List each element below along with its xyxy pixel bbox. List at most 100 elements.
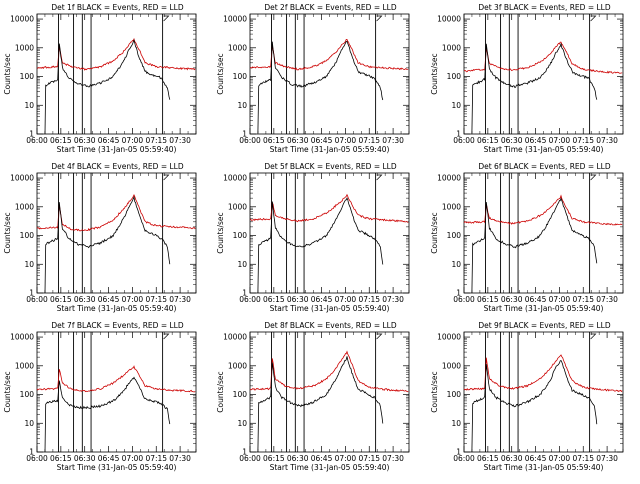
x-axis-label: Start Time (31-Jan-05 05:59:40)	[57, 304, 177, 313]
y-tick-label: 10	[24, 260, 34, 269]
y-axis-label: Counts/sec	[3, 53, 12, 94]
y-tick-label: 1	[456, 130, 461, 139]
x-tick-label: 06:00	[239, 454, 261, 463]
x-tick-label: 07:30	[169, 454, 191, 463]
y-tick-label: 1000	[15, 202, 34, 211]
x-tick-label: 06:00	[453, 454, 475, 463]
x-tick-label: 06:30	[287, 136, 309, 145]
y-tick-label: 10000	[437, 15, 461, 24]
plot-frame	[249, 172, 410, 294]
x-tick-label: 07:30	[382, 136, 404, 145]
lld-series-line	[36, 37, 196, 71]
y-tick-label: 1000	[442, 43, 461, 52]
x-tick-label: 07:00	[549, 136, 571, 145]
panel-title: Det 1f BLACK = Events, RED = LLD	[51, 3, 184, 12]
x-axis-label: Start Time (31-Jan-05 05:59:40)	[270, 304, 390, 313]
marker-bracket	[590, 333, 597, 340]
x-tick-label: 06:45	[311, 454, 333, 463]
panel-title: Det 7f BLACK = Events, RED = LLD	[51, 321, 184, 330]
y-axis-label: Counts/sec	[430, 212, 439, 253]
panel-det-1: Det 1f BLACK = Events, RED = LLD 1 10 100 10…	[3, 3, 197, 154]
panel-det-3: Det 3f BLACK = Events, RED = LLD 1 10 100 10…	[430, 3, 624, 154]
y-tick-label: 10000	[223, 333, 247, 342]
panel-det-7: Det 7f BLACK = Events, RED = LLD 1 10 100 10…	[3, 321, 197, 472]
x-tick-label: 06:30	[501, 295, 523, 304]
x-tick-label: 07:30	[382, 454, 404, 463]
x-tick-label: 06:30	[501, 454, 523, 463]
marker-bracket	[163, 174, 170, 181]
lld-series-line	[36, 365, 196, 393]
x-tick-label: 07:30	[596, 136, 618, 145]
x-tick-label: 07:15	[358, 295, 380, 304]
y-tick-label: 1000	[15, 43, 34, 52]
x-tick-label: 06:00	[26, 136, 48, 145]
events-series-line	[257, 356, 384, 453]
y-axis-label: Counts/sec	[3, 371, 12, 412]
panel-title: Det 2f BLACK = Events, RED = LLD	[264, 3, 397, 12]
x-tick-label: 07:00	[549, 454, 571, 463]
x-tick-label: 06:45	[311, 295, 333, 304]
y-tick-label: 10000	[437, 333, 461, 342]
y-axis-label: Counts/sec	[216, 371, 225, 412]
x-tick-label: 06:30	[74, 454, 96, 463]
y-tick-label: 10	[237, 260, 247, 269]
panel-det-6: Det 6f BLACK = Events, RED = LLD 1 10 100 10…	[430, 162, 624, 313]
plot-frame	[249, 331, 410, 453]
y-tick-label: 1000	[442, 361, 461, 370]
x-tick-label: 06:30	[74, 295, 96, 304]
x-tick-label: 06:45	[525, 136, 547, 145]
x-tick-label: 06:45	[98, 295, 120, 304]
y-axis-label: Counts/sec	[216, 212, 225, 253]
y-tick-label: 100	[20, 72, 35, 81]
y-tick-label: 1	[29, 289, 34, 298]
y-tick-label: 10	[451, 101, 461, 110]
x-tick-label: 07:15	[145, 295, 167, 304]
y-tick-label: 1	[242, 289, 247, 298]
x-tick-label: 07:00	[335, 454, 357, 463]
x-tick-label: 07:30	[596, 454, 618, 463]
marker-bracket	[163, 15, 170, 22]
y-tick-label: 1000	[442, 202, 461, 211]
x-axis-label: Start Time (31-Jan-05 05:59:40)	[484, 304, 604, 313]
y-tick-label: 10000	[10, 15, 34, 24]
x-tick-label: 06:30	[74, 136, 96, 145]
y-tick-label: 10	[24, 101, 34, 110]
y-tick-label: 100	[20, 390, 35, 399]
x-tick-label: 07:15	[145, 454, 167, 463]
marker-bracket	[163, 333, 170, 340]
panel-det-5: Det 5f BLACK = Events, RED = LLD 1 10 100 10…	[216, 162, 410, 313]
marker-bracket	[590, 15, 597, 22]
lld-series-line	[249, 38, 409, 71]
x-tick-label: 06:30	[501, 136, 523, 145]
events-series-line	[471, 197, 598, 294]
x-tick-label: 07:30	[169, 295, 191, 304]
x-tick-label: 07:30	[596, 295, 618, 304]
plot-frame	[36, 13, 197, 135]
y-tick-label: 100	[447, 231, 462, 240]
x-axis-label: Start Time (31-Jan-05 05:59:40)	[57, 463, 177, 472]
y-tick-label: 1	[242, 448, 247, 457]
x-tick-label: 06:15	[477, 295, 499, 304]
x-tick-label: 06:45	[98, 136, 120, 145]
events-series-line	[257, 40, 384, 134]
x-tick-label: 07:00	[122, 295, 144, 304]
lld-series-line	[249, 193, 409, 223]
x-tick-label: 06:45	[311, 136, 333, 145]
y-tick-label: 1000	[228, 202, 247, 211]
x-tick-label: 06:15	[50, 295, 72, 304]
panel-title: Det 6f BLACK = Events, RED = LLD	[478, 162, 611, 171]
y-tick-label: 100	[447, 390, 462, 399]
x-tick-label: 06:30	[287, 295, 309, 304]
y-tick-label: 10	[451, 260, 461, 269]
y-tick-label: 10000	[10, 333, 34, 342]
x-tick-label: 06:30	[287, 454, 309, 463]
x-tick-label: 07:15	[572, 454, 594, 463]
y-tick-label: 1	[29, 130, 34, 139]
marker-bracket	[376, 174, 383, 181]
y-tick-label: 10	[237, 101, 247, 110]
y-tick-label: 1	[456, 289, 461, 298]
x-tick-label: 07:00	[335, 295, 357, 304]
x-tick-label: 07:00	[122, 454, 144, 463]
